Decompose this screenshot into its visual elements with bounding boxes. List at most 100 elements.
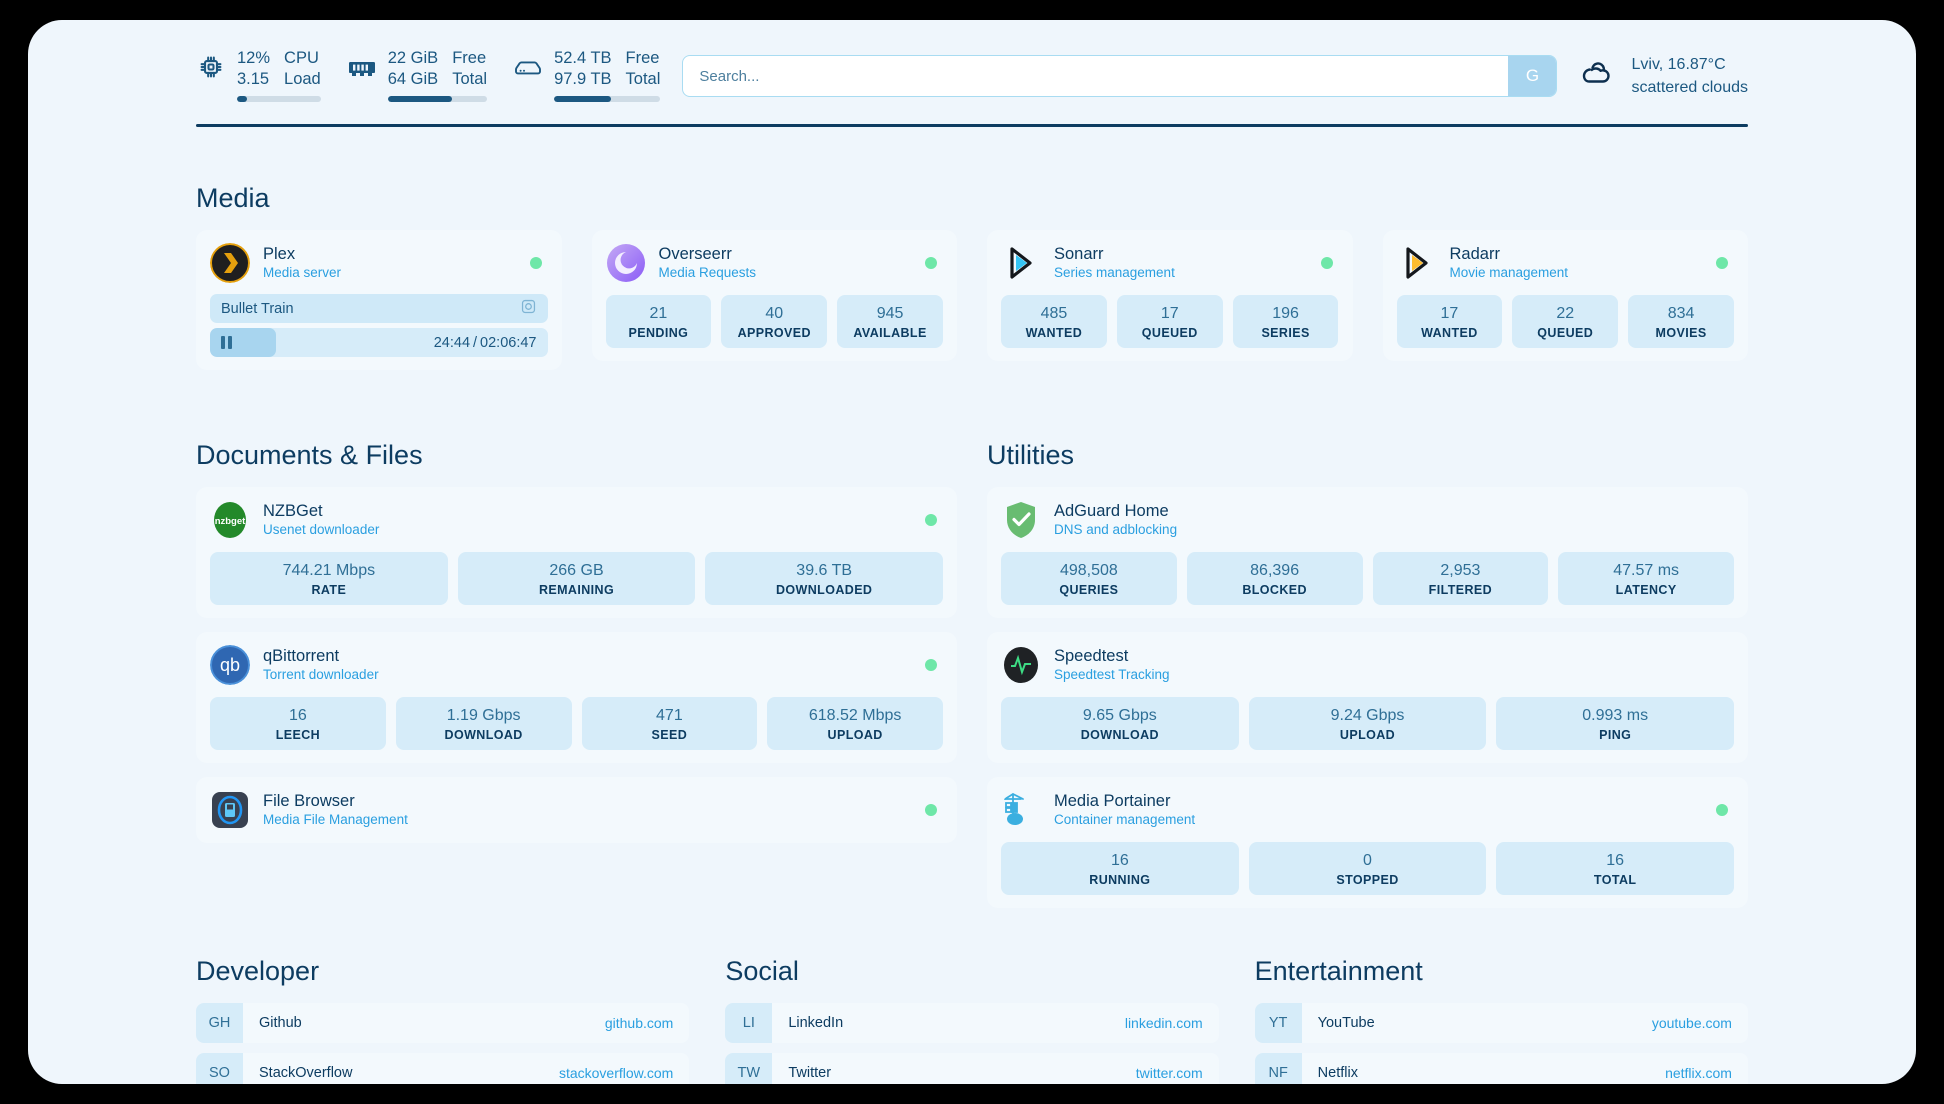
section-title-utilities: Utilities — [987, 440, 1075, 471]
stat-tile[interactable]: 16 LEECH — [210, 697, 386, 751]
stat-tile[interactable]: 17 QUEUED — [1116, 295, 1223, 349]
google-search-button[interactable]: G — [1508, 56, 1557, 97]
stat-tile[interactable]: 485 WANTED — [1001, 295, 1107, 349]
tile-value: 945 — [876, 305, 904, 323]
tile-label: UPLOAD — [1339, 728, 1396, 743]
stat-tile[interactable]: 945 AVAILABLE — [837, 295, 943, 349]
stat-tile[interactable]: 21 PENDING — [605, 295, 712, 349]
stat-tile[interactable]: 16 TOTAL — [1496, 842, 1735, 896]
utilities-column: Utilities AdGuard Home DNS and adblocki — [987, 384, 1748, 922]
service-card-nzbget[interactable]: nzbget NZBGet Usenet downloader 744.21 M… — [196, 487, 957, 619]
sonarr-tiles: 485 WANTED 17 QUEUED 196 SERIES — [1001, 295, 1339, 349]
tile-value: 16 — [1606, 852, 1625, 870]
tile-label: STOPPED — [1336, 873, 1399, 888]
bookmark-title-developer: Developer — [196, 956, 320, 987]
search-input[interactable] — [683, 56, 1509, 97]
disk-value-1: 52.4 TB — [554, 49, 612, 67]
adguard-tiles: 498,508 QUERIES 86,396 BLOCKED 2,953 FIL… — [1001, 552, 1734, 606]
service-card-sonarr[interactable]: Sonarr Series management 485 WANTED 17 Q… — [987, 230, 1353, 362]
plex-progress-bar[interactable]: 24:44/02:06:47 — [210, 328, 548, 358]
tile-label: QUERIES — [1059, 583, 1119, 598]
ram-icon — [347, 50, 377, 84]
pause-icon[interactable] — [221, 336, 232, 350]
bookmark-item[interactable]: TW Twitter twitter.com — [725, 1053, 1219, 1084]
radarr-tiles: 17 WANTED 22 QUEUED 834 MOVIES — [1396, 295, 1735, 349]
service-card-overseerr[interactable]: Overseerr Media Requests 21 PENDING 40 A… — [591, 230, 957, 362]
bookmark-item[interactable]: SO StackOverflow stackoverflow.com — [196, 1053, 690, 1084]
search-box[interactable]: G — [682, 55, 1558, 98]
service-card-speedtest[interactable]: Speedtest Speedtest Tracking 9.65 Gbps D… — [987, 632, 1748, 764]
stat-tile[interactable]: 834 MOVIES — [1628, 295, 1734, 349]
tile-label: AVAILABLE — [853, 326, 927, 341]
bookmark-abbr: NF — [1254, 1053, 1302, 1084]
bookmark-item[interactable]: YT YouTube youtube.com — [1254, 1003, 1748, 1044]
stat-tile[interactable]: 16 RUNNING — [1001, 842, 1239, 896]
bookmark-item[interactable]: GH Github github.com — [196, 1003, 690, 1044]
sonarr-title: Sonarr — [1054, 245, 1104, 264]
tile-value: 47.57 ms — [1613, 562, 1680, 580]
plex-device-icon — [520, 298, 537, 320]
bookmark-url[interactable]: linkedin.com — [1124, 1015, 1203, 1032]
stat-tile[interactable]: 1.19 Gbps DOWNLOAD — [395, 697, 572, 751]
stat-tile[interactable]: 47.57 ms LATENCY — [1558, 552, 1734, 606]
stat-tile[interactable]: 39.6 TB DOWNLOADED — [705, 552, 944, 606]
nzbget-icon: nzbget — [210, 500, 250, 540]
bookmark-url[interactable]: netflix.com — [1665, 1065, 1732, 1082]
stat-tile[interactable]: 498,508 QUERIES — [1001, 552, 1177, 606]
service-card-adguard[interactable]: AdGuard Home DNS and adblocking 498,508 … — [987, 487, 1748, 619]
stat-tile[interactable]: 744.21 Mbps RATE — [210, 552, 448, 606]
tile-value: 266 GB — [549, 562, 604, 580]
service-card-file-browser[interactable]: File Browser Media File Management — [196, 777, 957, 844]
nzbget-status-dot — [925, 514, 937, 527]
tile-label: PENDING — [628, 326, 689, 341]
tile-label: RUNNING — [1089, 873, 1151, 888]
stat-tile[interactable]: 22 QUEUED — [1512, 295, 1619, 349]
tile-value: 618.52 Mbps — [808, 707, 902, 725]
bookmark-abbr: LI — [725, 1003, 773, 1044]
stat-tile[interactable]: 618.52 Mbps UPLOAD — [767, 697, 943, 751]
plex-player: Bullet Train — [210, 294, 548, 358]
bookmark-url[interactable]: stackoverflow.com — [558, 1065, 674, 1082]
tile-value: 498,508 — [1059, 562, 1118, 580]
stat-disk: 52.4 TB 97.9 TB Free Total — [513, 48, 661, 103]
service-card-radarr[interactable]: Radarr Movie management 17 WANTED 22 QUE… — [1382, 230, 1748, 362]
portainer-title: Media Portainer — [1054, 792, 1171, 811]
tile-value: 834 — [1667, 305, 1695, 323]
weather-widget[interactable]: Lviv, 16.87°C scattered clouds — [1579, 53, 1748, 99]
stat-tile[interactable]: 196 SERIES — [1232, 295, 1339, 349]
bookmark-item[interactable]: LI LinkedIn linkedin.com — [725, 1003, 1219, 1044]
stat-tile[interactable]: 9.24 Gbps UPLOAD — [1248, 697, 1487, 751]
stat-tile[interactable]: 40 APPROVED — [721, 295, 828, 349]
bookmark-url[interactable]: youtube.com — [1651, 1015, 1732, 1032]
bookmark-url[interactable]: twitter.com — [1135, 1065, 1203, 1082]
stat-tile[interactable]: 17 WANTED — [1396, 295, 1503, 349]
qbittorrent-title: qBittorrent — [263, 647, 340, 666]
tile-value: 86,396 — [1250, 562, 1300, 580]
file-browser-status-dot — [925, 804, 937, 817]
plex-progress-fill — [210, 328, 276, 358]
tile-label: DOWNLOADED — [776, 583, 873, 598]
stat-tile[interactable]: 0.993 ms PING — [1496, 697, 1735, 751]
bookmark-abbr: GH — [196, 1003, 243, 1044]
service-card-plex[interactable]: Plex Media server Bullet Train — [196, 230, 562, 371]
tile-label: DOWNLOAD — [1080, 728, 1159, 743]
section-title-media: Media — [196, 183, 270, 214]
disk-value-2: 97.9 TB — [554, 70, 612, 89]
service-card-qbittorrent[interactable]: qb qBittorrent Torrent downloader 16 LEE… — [196, 632, 957, 764]
stat-cpu: 12% 3.15 CPU Load — [196, 48, 321, 103]
plex-title: Plex — [263, 245, 296, 264]
stat-tile[interactable]: 86,396 BLOCKED — [1186, 552, 1363, 606]
stat-tile[interactable]: 266 GB REMAINING — [457, 552, 696, 606]
bookmark-url[interactable]: github.com — [604, 1015, 674, 1032]
stat-tile[interactable]: 2,953 FILTERED — [1372, 552, 1549, 606]
tile-value: 2,953 — [1440, 562, 1481, 580]
tile-value: 21 — [649, 305, 668, 323]
stat-tile[interactable]: 9.65 Gbps DOWNLOAD — [1001, 697, 1239, 751]
bookmark-name: YouTube — [1317, 1015, 1375, 1032]
stat-tile[interactable]: 0 STOPPED — [1248, 842, 1487, 896]
plex-subtitle: Media server — [263, 265, 342, 281]
service-card-media-portainer[interactable]: Media Portainer Container management 16 … — [987, 777, 1748, 909]
bookmark-item[interactable]: NF Netflix netflix.com — [1254, 1053, 1748, 1084]
bookmark-name: Netflix — [1317, 1065, 1358, 1082]
stat-tile[interactable]: 471 SEED — [581, 697, 758, 751]
